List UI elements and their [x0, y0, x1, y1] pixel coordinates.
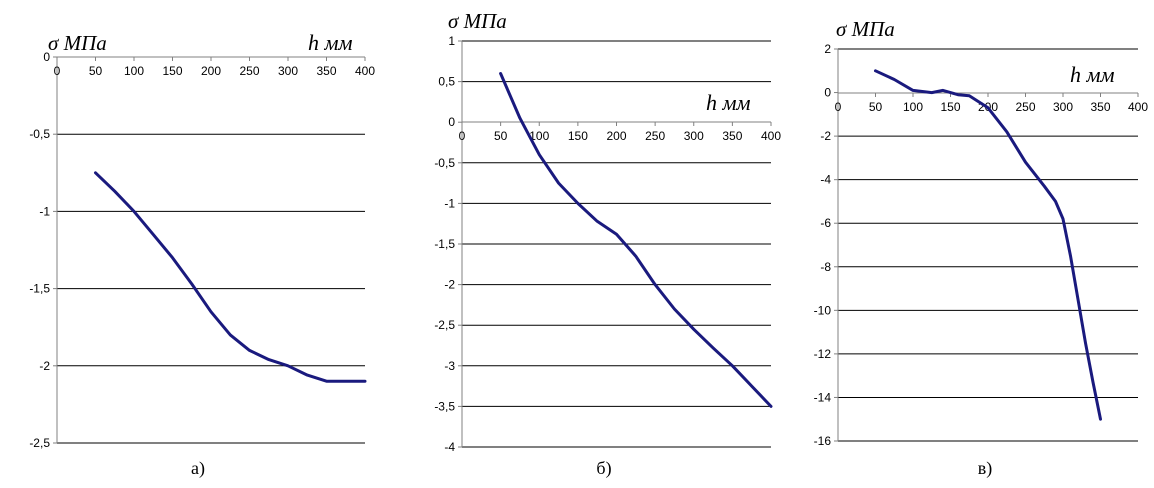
x-tick-label: 0	[459, 129, 466, 143]
x-tick-label: 50	[494, 129, 508, 143]
x-axis-label: h мм	[308, 30, 353, 55]
y-tick-label: -2	[820, 129, 831, 143]
y-tick-label: -12	[814, 347, 832, 361]
x-tick-label: 0	[54, 64, 61, 78]
series-line	[499, 72, 773, 408]
x-tick-label: 150	[568, 129, 588, 143]
y-tick-label: -4	[444, 440, 455, 454]
chart-b: 1 0,5 0 -0,5 -1 -1,5 -2 -2,5 -3 -3,5 -4 0 50 100 150 20…	[434, 9, 781, 479]
y-tick-label: -3,5	[434, 399, 455, 413]
chart-a: 0 -0,5 -1 -1,5 -2 -2,5 0 50 100 150 200 250 300 350 40…	[29, 30, 375, 479]
x-tick-label: 50	[89, 64, 103, 78]
series-line	[874, 69, 1102, 421]
series-line	[94, 171, 367, 383]
y-tick-label: -10	[814, 303, 832, 317]
x-tick-label: 100	[529, 129, 549, 143]
x-tick-label: 250	[1015, 100, 1035, 114]
y-tick-label: -1,5	[434, 237, 455, 251]
y-tick-label: -0,5	[434, 156, 455, 170]
y-tick-label: 0,5	[438, 75, 455, 89]
x-tick-label: 250	[645, 129, 665, 143]
x-tick-label: 100	[903, 100, 923, 114]
y-axis-label: σ МПа	[448, 9, 507, 33]
y-tick-label: -3	[444, 359, 455, 373]
x-tick-label: 400	[1128, 100, 1148, 114]
x-tick-label: 150	[162, 64, 182, 78]
x-tick-label: 350	[1090, 100, 1110, 114]
y-tick-label: -16	[814, 434, 832, 448]
y-tick-label: -14	[814, 390, 832, 404]
y-tick-label: 0	[824, 86, 831, 100]
x-tick-label: 350	[722, 129, 742, 143]
y-tick-label: 0	[43, 50, 50, 64]
x-tick-label: 0	[835, 100, 842, 114]
chart-caption: а)	[191, 458, 205, 479]
x-tick-label: 300	[684, 129, 704, 143]
y-tick-label: -0,5	[29, 127, 50, 141]
y-axis-label: σ МПа	[836, 17, 895, 41]
x-axis-label: h мм	[1070, 62, 1115, 87]
y-tick-label: -1	[39, 204, 50, 218]
y-tick-label: -2,5	[434, 318, 455, 332]
x-tick-label: 50	[869, 100, 883, 114]
y-tick-label: -1	[444, 196, 455, 210]
x-tick-label: 250	[239, 64, 259, 78]
y-tick-label: -2	[444, 278, 455, 292]
x-tick-label: 300	[278, 64, 298, 78]
y-tick-label: 0	[448, 115, 455, 129]
x-tick-label: 200	[201, 64, 221, 78]
x-tick-label: 400	[761, 129, 781, 143]
chart-v: 20-2-4-6-8-10-12-14-160 50 100 150 200 250 300…	[814, 17, 1149, 479]
x-tick-label: 100	[124, 64, 144, 78]
x-tick-label: 350	[316, 64, 336, 78]
y-tick-label: -6	[820, 216, 831, 230]
x-tick-label: 150	[940, 100, 960, 114]
x-tick-label: 300	[1053, 100, 1073, 114]
chart-caption: б)	[596, 458, 611, 479]
y-tick-label: -2,5	[29, 436, 50, 450]
x-tick-label: 400	[355, 64, 375, 78]
x-tick-label: 200	[606, 129, 626, 143]
y-tick-label: 2	[824, 42, 831, 56]
y-tick-label: -1,5	[29, 282, 50, 296]
chart-caption: в)	[978, 458, 993, 479]
y-tick-label: -8	[820, 260, 831, 274]
y-tick-label: -2	[39, 359, 50, 373]
y-axis-label: σ МПа	[48, 31, 107, 55]
y-tick-label: 1	[448, 34, 455, 48]
x-axis-label: h мм	[706, 90, 751, 115]
y-tick-label: -4	[820, 173, 831, 187]
